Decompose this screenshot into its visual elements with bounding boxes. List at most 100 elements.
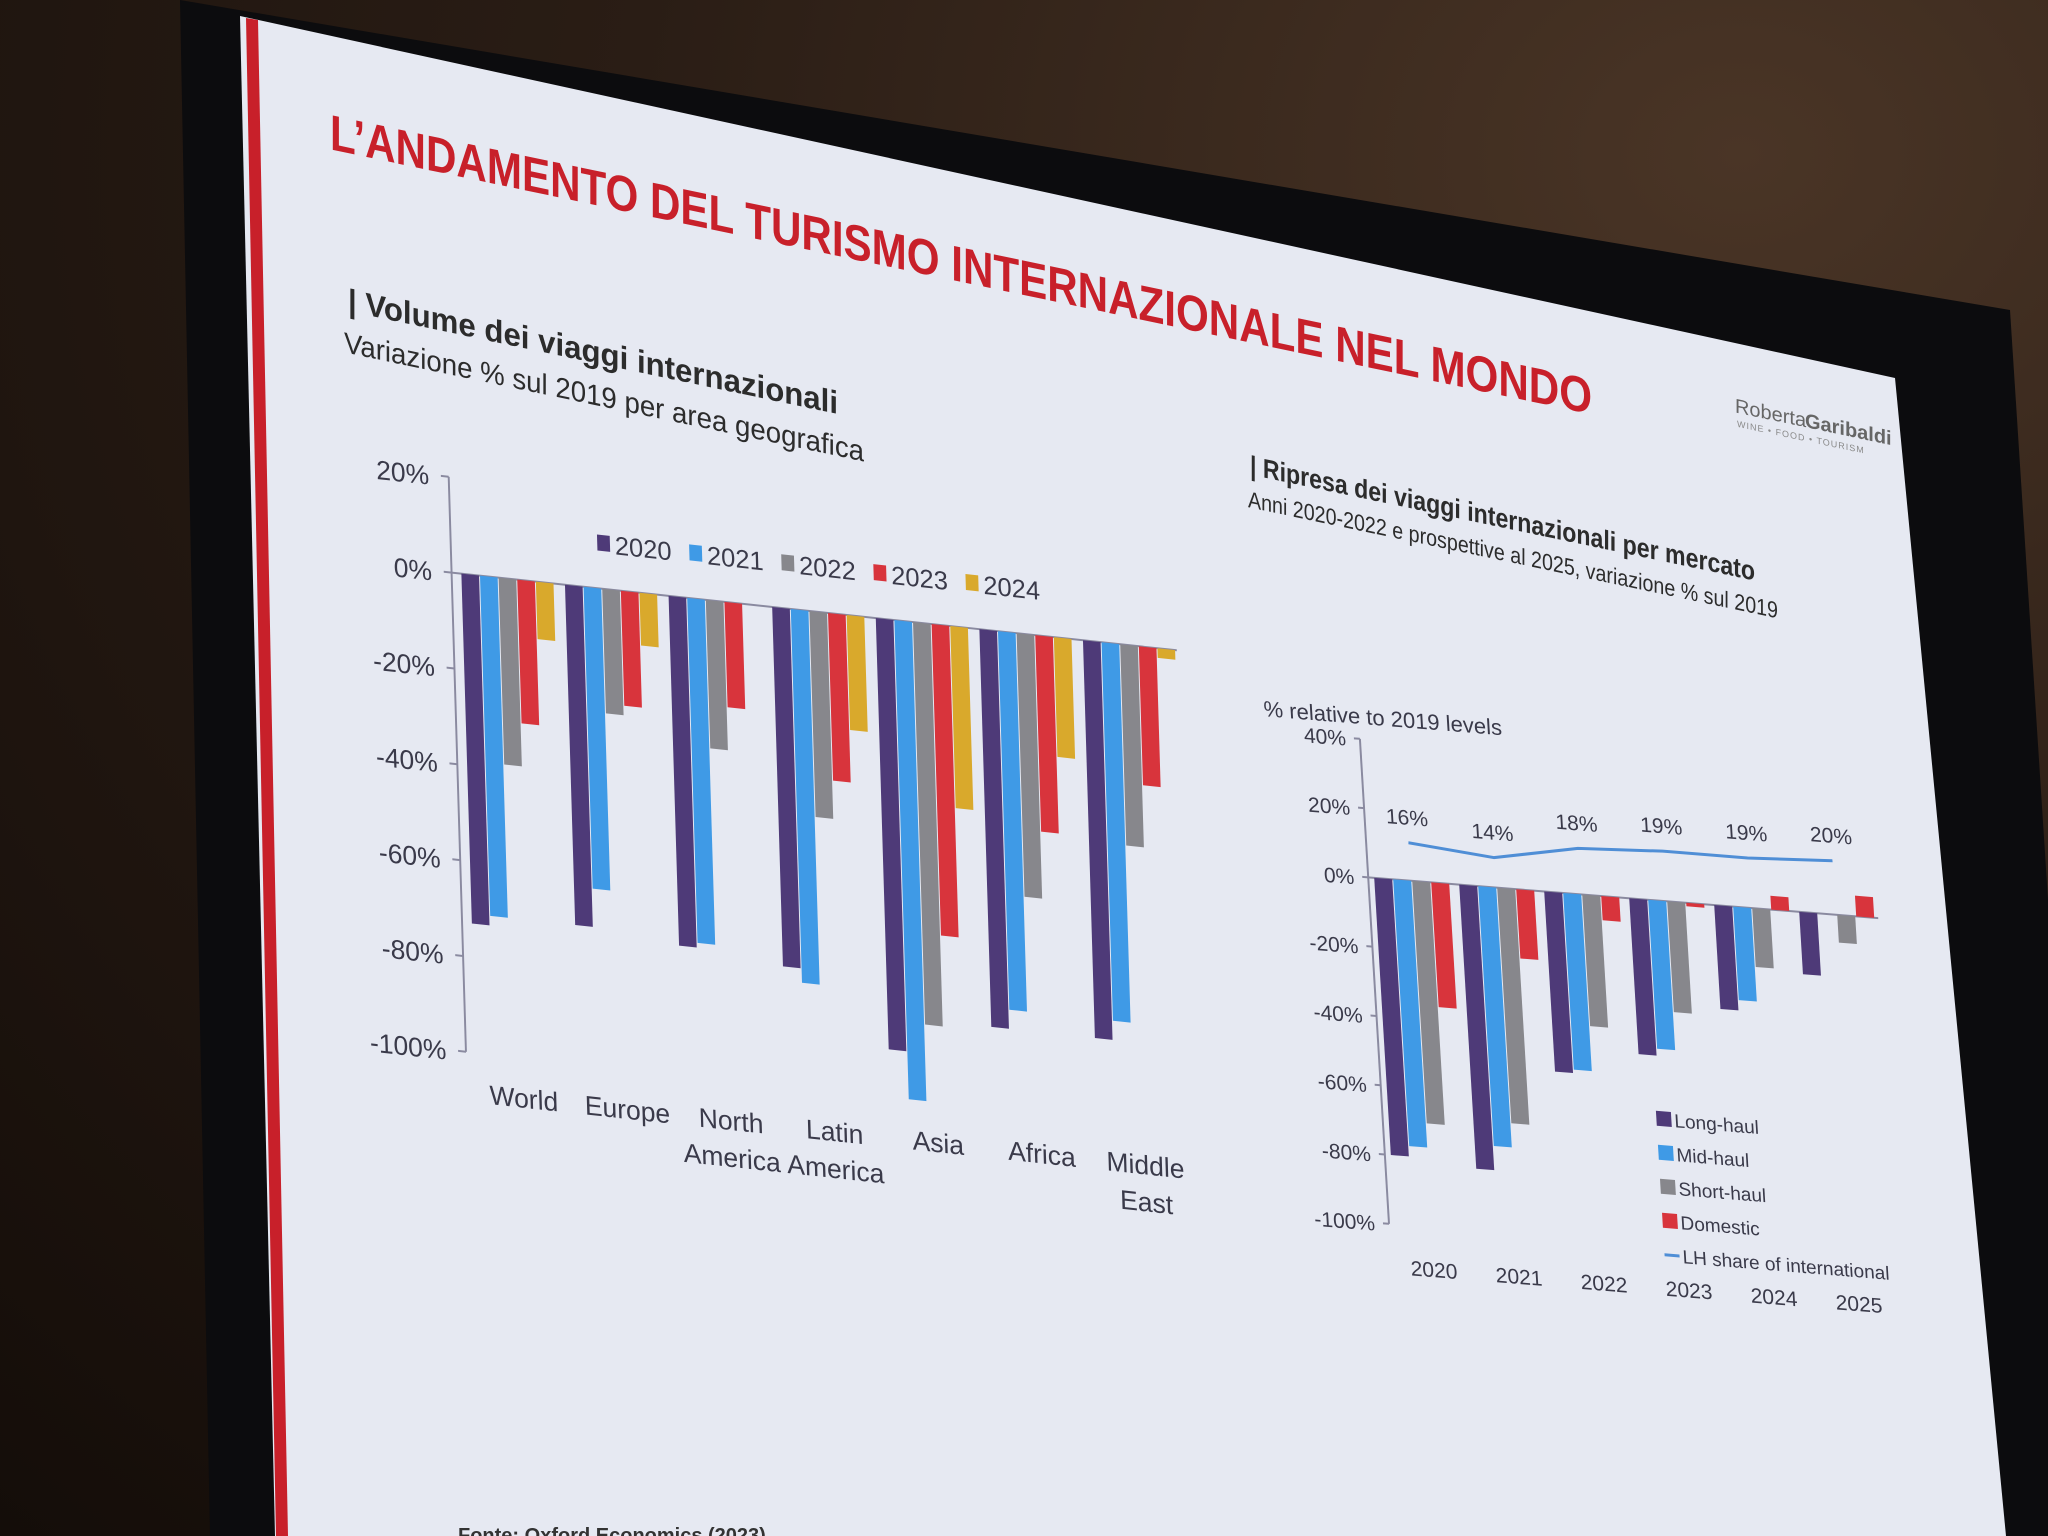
left-ytick-label: -80% — [381, 933, 444, 970]
right-bar-mid-haul — [1563, 892, 1592, 1072]
left-bar-2022 — [1016, 633, 1043, 899]
right-bar-short-haul — [1412, 880, 1445, 1125]
right-bar-mid-haul — [1393, 879, 1428, 1148]
right-category-label: 2021 — [1495, 1264, 1543, 1291]
right-legend-swatch — [1657, 1144, 1674, 1162]
right-ytick-label: -80% — [1321, 1140, 1371, 1167]
left-legend-label: 2023 — [891, 562, 948, 596]
left-bar-2023 — [931, 624, 959, 938]
left-bar-2020 — [668, 595, 697, 948]
left-bar-2021 — [997, 631, 1027, 1012]
right-legend-swatch — [1662, 1212, 1678, 1230]
right-bar-domestic — [1854, 895, 1875, 918]
left-ytick-mark — [443, 570, 452, 574]
left-bar-2024 — [1157, 648, 1176, 660]
left-ytick-label: 0% — [393, 552, 432, 586]
right-line-data-label: 20% — [1809, 823, 1852, 849]
right-bar-domestic — [1431, 882, 1457, 1009]
right-line-data-label: 14% — [1471, 820, 1514, 846]
right-bar-long-haul — [1799, 911, 1821, 976]
right-bar-long-haul — [1459, 884, 1495, 1171]
right-line-data-label: 18% — [1555, 811, 1598, 837]
left-ytick-label: 20% — [376, 455, 430, 491]
left-bar-2024 — [950, 626, 974, 811]
left-legend-label: 2022 — [799, 552, 856, 586]
left-bar-2020 — [1082, 640, 1113, 1040]
left-bar-2024 — [639, 592, 659, 648]
right-legend-swatch — [1655, 1110, 1672, 1128]
left-legend-swatch — [781, 554, 795, 572]
right-category-label: 2023 — [1665, 1278, 1713, 1305]
right-bar-short-haul — [1752, 908, 1774, 969]
left-bar-2021 — [583, 586, 611, 891]
left-bar-2020 — [772, 606, 801, 969]
left-ytick-label: -60% — [378, 837, 441, 874]
left-bar-2021 — [1101, 642, 1131, 1023]
left-legend-swatch — [965, 574, 979, 592]
left-bar-2023 — [620, 590, 642, 708]
right-ytick-label: -60% — [1317, 1070, 1367, 1097]
right-lh-share-line — [1408, 841, 1833, 863]
right-line-data-label: 19% — [1640, 814, 1683, 840]
right-bar-mid-haul — [1478, 886, 1512, 1148]
left-ytick-label: -40% — [376, 741, 439, 778]
left-bar-2022 — [498, 577, 522, 767]
left-bar-2021 — [894, 620, 927, 1102]
right-ytick-label: 40% — [1303, 724, 1346, 750]
right-legend-line-swatch — [1664, 1253, 1680, 1258]
right-y-axis — [1358, 738, 1391, 1224]
left-bar-2021 — [790, 608, 820, 985]
left-category-label: Africa — [1008, 1136, 1077, 1173]
left-bar-2021 — [479, 575, 508, 918]
right-bar-domestic — [1686, 902, 1705, 908]
left-ytick-mark — [455, 954, 464, 957]
right-legend-swatch — [1659, 1178, 1676, 1196]
left-bar-2022 — [705, 599, 728, 751]
left-category-label: Latin — [806, 1114, 864, 1150]
left-ytick-label: -20% — [373, 646, 436, 683]
left-ytick-mark — [446, 666, 455, 670]
right-category-label: 2024 — [1750, 1285, 1798, 1312]
right-bar-long-haul — [1629, 898, 1657, 1056]
left-category-label: East — [1120, 1184, 1174, 1220]
right-ytick-label: -100% — [1314, 1208, 1376, 1236]
slide-accent-stripe — [246, 18, 288, 1536]
left-category-label: North — [698, 1102, 764, 1139]
left-ytick-mark — [458, 1049, 466, 1053]
left-bar-2023 — [828, 612, 851, 783]
left-bar-2023 — [1138, 646, 1161, 788]
left-bar-2020 — [875, 618, 907, 1052]
right-bar-long-haul — [1374, 877, 1409, 1157]
left-bar-2022 — [602, 588, 624, 716]
right-bar-domestic — [1516, 889, 1539, 960]
right-ytick-label: 20% — [1307, 794, 1350, 820]
left-bar-2020 — [461, 573, 490, 926]
left-bar-2022 — [809, 610, 834, 819]
right-ytick-label: -40% — [1313, 1001, 1363, 1028]
right-bar-long-haul — [1544, 891, 1574, 1074]
right-bar-short-haul — [1837, 914, 1857, 945]
brand-logo: Roberta Garibaldi WINE • FOOD • TOURISM — [1735, 396, 1892, 456]
left-legend-swatch — [873, 564, 887, 582]
right-legend-label: Domestic — [1680, 1213, 1761, 1240]
right-bar-domestic — [1770, 895, 1790, 912]
left-ytick-mark — [440, 474, 449, 478]
left-bar-2020 — [564, 584, 593, 927]
right-legend-label: Long-haul — [1674, 1111, 1760, 1139]
left-bar-2020 — [979, 629, 1009, 1029]
left-category-label: Asia — [912, 1125, 964, 1161]
left-bar-2023 — [724, 601, 746, 710]
left-legend-swatch — [596, 534, 611, 552]
left-ytick-mark — [452, 858, 461, 862]
right-zero-line — [1368, 876, 1879, 920]
left-bar-2022 — [1120, 644, 1144, 848]
right-bar-mid-haul — [1733, 906, 1757, 1002]
left-bar-2024 — [1053, 637, 1076, 759]
right-bar-short-haul — [1667, 901, 1692, 1014]
right-ytick-label: 0% — [1323, 864, 1355, 889]
right-legend-label: LH share of international — [1682, 1247, 1890, 1284]
right-category-label: 2025 — [1835, 1291, 1883, 1318]
left-bar-2024 — [535, 581, 556, 642]
right-category-label: 2022 — [1580, 1271, 1628, 1298]
left-category-label: America — [683, 1138, 781, 1179]
